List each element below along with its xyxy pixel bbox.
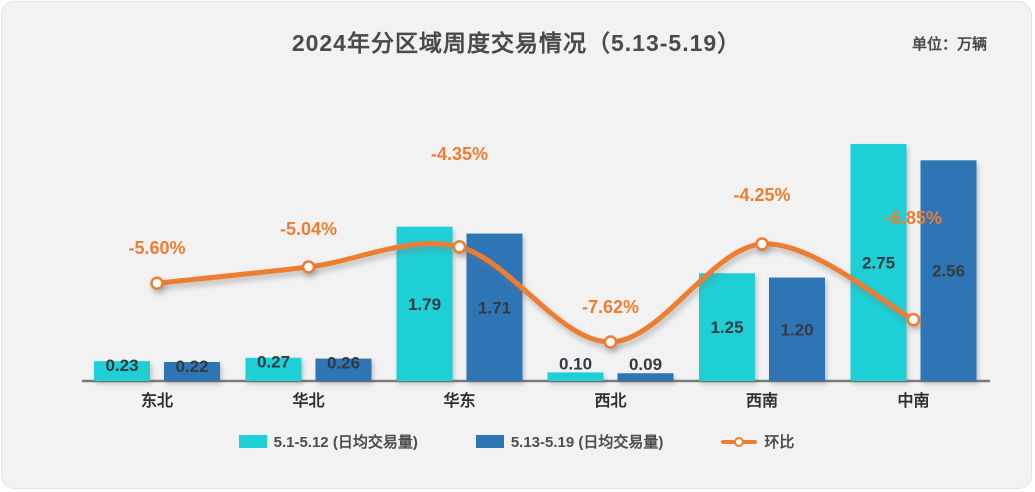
legend-item-3: 环比 [721, 431, 794, 452]
bar-label: 2.56 [932, 262, 965, 281]
legend-item-1: 5.1-5.12 (日均交易量) [238, 431, 418, 452]
bar-s1-东北 [94, 361, 150, 381]
pct-label: -5.04% [280, 219, 337, 239]
bar-s1-西南 [699, 273, 755, 381]
x-axis-label-西北: 西北 [594, 392, 626, 410]
bar-label: 0.22 [175, 357, 208, 376]
pct-label: -7.62% [582, 297, 639, 317]
pct-label: -6.85% [885, 208, 942, 228]
pct-label: -4.25% [733, 185, 790, 205]
bar-label: 1.71 [478, 298, 511, 317]
bar-s1-华东 [396, 226, 453, 381]
x-axis-label-东北: 东北 [141, 391, 173, 410]
bar-s2-中南 [920, 160, 977, 381]
legend-item-2: 5.13-5.19 (日均交易量) [475, 431, 664, 452]
line-marker-东北 [150, 276, 164, 291]
legend-swatch-icon [475, 435, 504, 448]
bar-label: 0.23 [105, 356, 138, 375]
chart-title: 2024年分区域周度交易情况（5.13-5.19） [291, 30, 742, 56]
bar-label: 0.26 [327, 354, 360, 373]
bar-label: 0.27 [257, 353, 290, 372]
x-axis-label-华东: 华东 [443, 391, 475, 410]
line-marker-华北 [301, 260, 316, 274]
x-axis-label-西南: 西南 [746, 391, 778, 410]
chart-legend: 5.1-5.12 (日均交易量) 5.13-5.19 (日均交易量) 环比 [2, 431, 1031, 452]
pct-label: -4.35% [431, 144, 488, 164]
legend-swatch-icon [238, 435, 267, 448]
bar-s2-华北 [315, 358, 372, 381]
legend-label: 5.1-5.12 (日均交易量) [273, 434, 418, 451]
line-marker-西北 [603, 335, 618, 349]
bar-s1-中南 [850, 143, 907, 381]
x-axis-label-中南: 中南 [897, 391, 929, 410]
legend-label: 5.13-5.19 (日均交易量) [510, 434, 664, 451]
bar-label: 1.79 [408, 295, 441, 314]
line-marker-华东 [452, 240, 467, 254]
line-marker-中南 [906, 312, 921, 327]
bar-s1-西北 [547, 372, 604, 381]
legend-label: 环比 [764, 434, 795, 451]
bar-s2-华东 [466, 233, 523, 381]
legend-line-marker-icon [721, 435, 758, 448]
bar-s2-西北 [617, 373, 674, 381]
bar-label: 1.25 [710, 318, 743, 337]
bar-label: 1.20 [780, 320, 813, 339]
unit-label: 单位：万辆 [911, 36, 987, 53]
x-axis-label-华北: 华北 [292, 391, 324, 410]
line-marker-西南 [755, 237, 769, 251]
bar-label: 0.09 [629, 355, 662, 374]
bar-s2-东北 [164, 362, 220, 381]
bar-s1-华北 [245, 357, 302, 381]
bar-s2-西南 [769, 277, 825, 381]
trend-line [154, 241, 916, 345]
pct-label: -5.60% [128, 238, 185, 258]
bar-label: 0.10 [559, 354, 592, 373]
bar-label: 2.75 [862, 253, 895, 272]
